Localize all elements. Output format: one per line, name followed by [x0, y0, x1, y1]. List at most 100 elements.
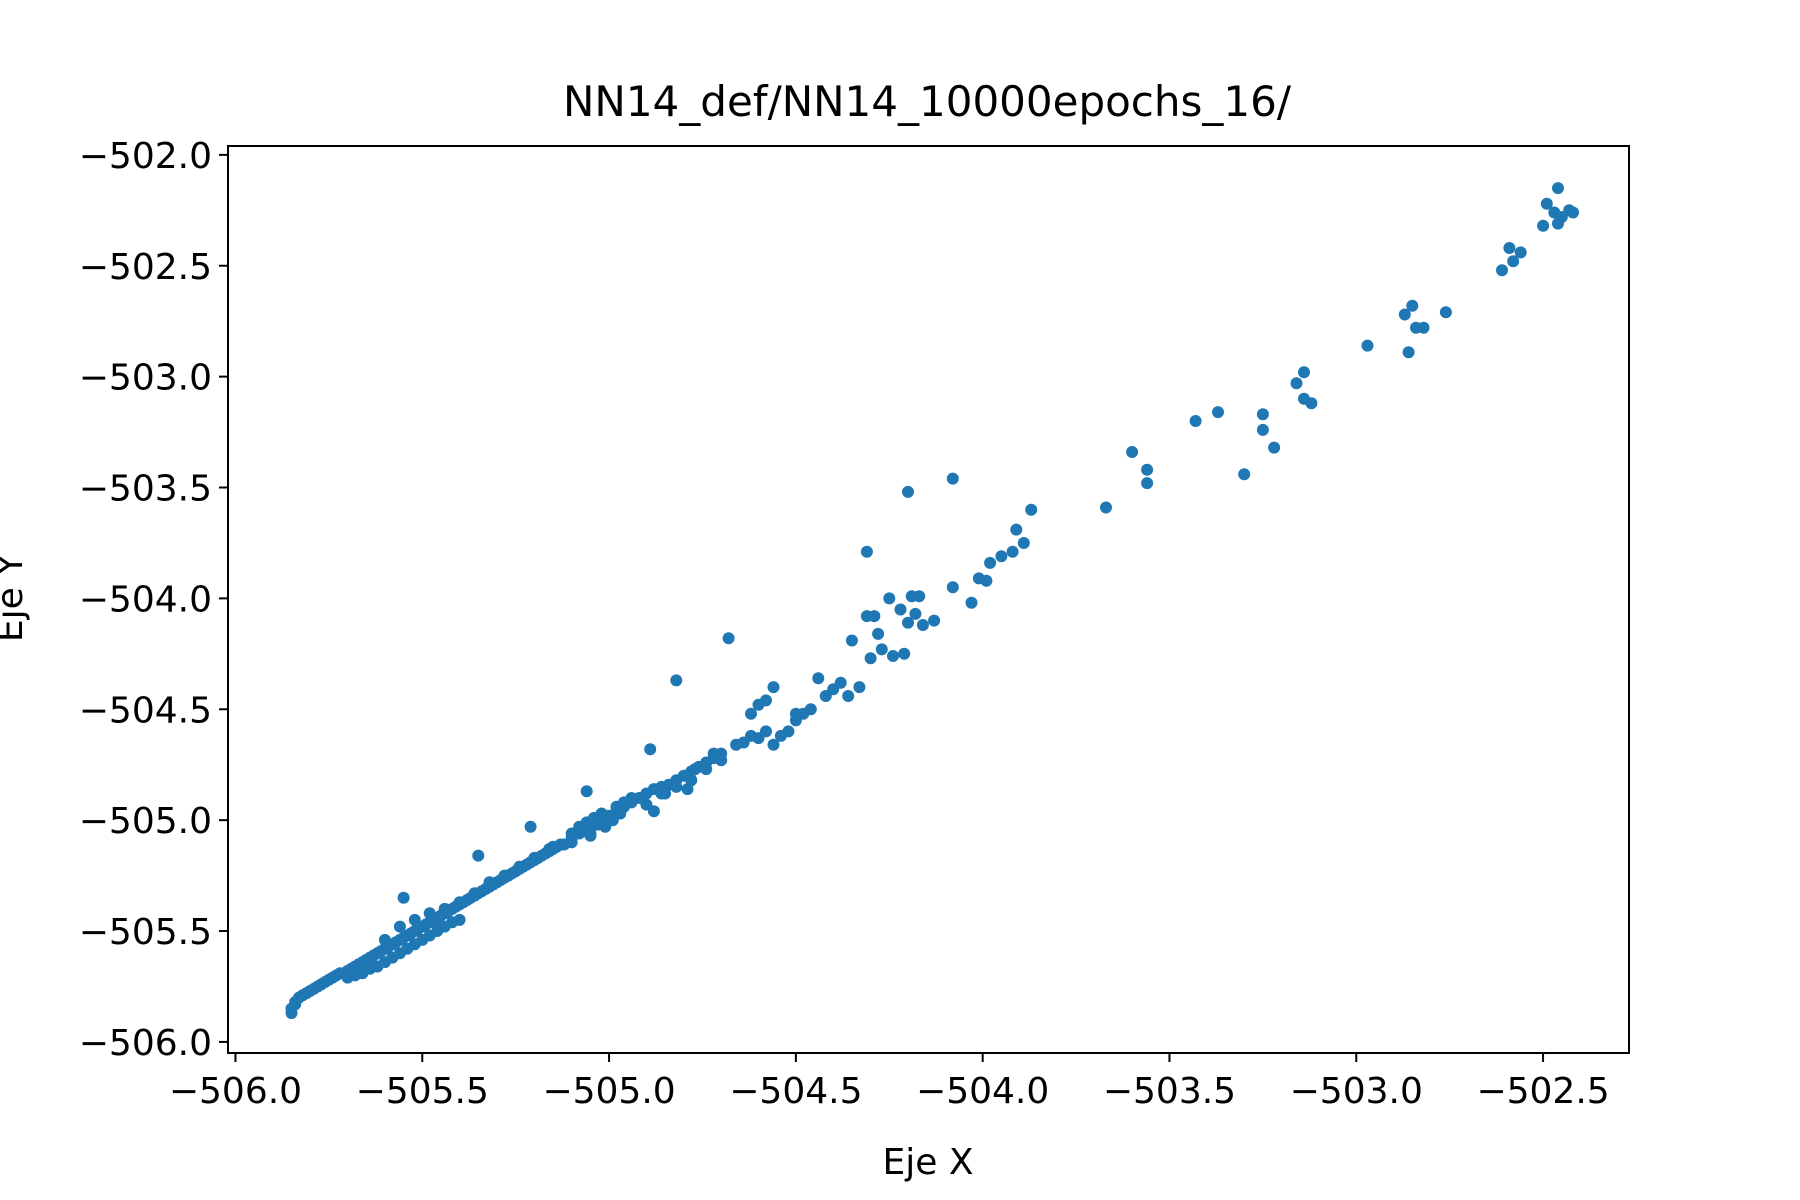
chart-title: NN14_def/NN14_10000epochs_16/ — [563, 77, 1292, 126]
data-point-0-122 — [528, 851, 541, 864]
data-point-0-224 — [1298, 366, 1310, 379]
data-point-0-199 — [913, 590, 926, 603]
y-tick-label-3: −504.5 — [79, 690, 212, 731]
data-point-0-173 — [745, 707, 757, 720]
data-point-0-195 — [887, 650, 899, 662]
data-point-0-214 — [1126, 446, 1139, 458]
data-point-0-221 — [1256, 423, 1269, 436]
data-point-0-237 — [1514, 246, 1527, 259]
data-point-0-203 — [980, 574, 993, 587]
data-point-0-185 — [864, 652, 877, 665]
data-point-0-235 — [1503, 242, 1516, 254]
data-point-0-200 — [946, 581, 959, 594]
data-point-0-133 — [625, 792, 638, 804]
data-point-0-178 — [812, 672, 825, 685]
data-point-0-222 — [1268, 441, 1281, 454]
x-tick-label-3: −504.5 — [729, 1071, 862, 1112]
data-point-0-115 — [423, 907, 436, 920]
data-point-0-116 — [438, 902, 451, 915]
data-point-0-147 — [580, 785, 593, 798]
data-point-0-194 — [872, 627, 885, 640]
data-point-0-227 — [1361, 339, 1374, 352]
data-point-0-177 — [789, 707, 802, 720]
data-point-0-245 — [1567, 206, 1579, 219]
data-point-0-111 — [453, 913, 466, 926]
x-tick-label-2: −505.0 — [542, 1071, 675, 1112]
data-point-0-228 — [1398, 308, 1411, 321]
data-point-0-161 — [707, 747, 720, 760]
data-point-0-236 — [1507, 255, 1520, 268]
data-point-0-159 — [681, 783, 694, 796]
data-point-0-184 — [853, 681, 866, 694]
data-point-0-153 — [547, 840, 559, 853]
data-point-0-113 — [393, 920, 406, 933]
x-tick-label-4: −504.0 — [916, 1071, 1049, 1112]
data-point-0-150 — [722, 632, 735, 645]
data-point-0-212 — [946, 472, 959, 485]
data-point-0-166 — [760, 725, 772, 738]
data-point-0-152 — [502, 869, 515, 882]
y-tick-label-6: −503.0 — [79, 358, 212, 399]
data-point-0-149 — [670, 674, 683, 687]
y-tick-label-7: −502.5 — [79, 247, 212, 288]
data-point-0-219 — [1238, 468, 1251, 481]
data-point-0-167 — [767, 738, 780, 751]
data-point-0-201 — [965, 596, 978, 609]
data-point-0-234 — [1496, 264, 1508, 277]
data-point-0-196 — [898, 647, 911, 660]
data-point-0-155 — [584, 827, 597, 840]
data-point-0-211 — [902, 485, 914, 498]
data-point-0-216 — [1141, 477, 1154, 490]
data-point-0-209 — [1010, 523, 1023, 536]
plot-frame — [227, 145, 1630, 1054]
data-point-0-220 — [1256, 408, 1269, 421]
data-point-0-169 — [782, 725, 795, 738]
y-tick-label-0: −506.0 — [79, 1023, 212, 1064]
data-point-0-205 — [995, 550, 1008, 563]
data-point-0-145 — [472, 849, 485, 862]
data-point-0-206 — [1006, 545, 1019, 558]
data-points — [285, 182, 1579, 1020]
data-point-0-118 — [468, 887, 481, 900]
data-point-0-119 — [483, 876, 496, 889]
data-point-0-144 — [397, 891, 410, 904]
data-point-0-197 — [860, 610, 873, 623]
data-point-0-114 — [408, 913, 421, 926]
data-point-0-140 — [670, 780, 683, 793]
data-point-0-192 — [916, 619, 929, 631]
data-point-0-189 — [894, 603, 907, 616]
data-point-0-188 — [883, 592, 896, 605]
data-point-0-239 — [1540, 197, 1553, 210]
y-tick-label-2: −505.0 — [79, 801, 212, 842]
data-point-0-233 — [1439, 306, 1452, 319]
data-point-0-172 — [804, 703, 817, 716]
data-point-0-191 — [909, 607, 922, 620]
data-point-0-217 — [1189, 415, 1202, 427]
y-tick-label-1: −505.5 — [79, 912, 212, 953]
data-point-0-154 — [565, 836, 578, 849]
x-tick-label-6: −503.0 — [1290, 1071, 1423, 1112]
data-point-0-160 — [689, 763, 701, 776]
data-point-0-232 — [1417, 321, 1430, 334]
data-point-0-223 — [1290, 377, 1303, 390]
x-tick-label-7: −502.5 — [1476, 1071, 1609, 1112]
data-point-0-142 — [700, 763, 713, 776]
y-tick-label-4: −504.0 — [79, 579, 212, 620]
y-tick-label-8: −502.0 — [79, 136, 212, 177]
data-point-0-181 — [834, 676, 847, 689]
data-point-0-193 — [928, 614, 941, 627]
data-point-0-148 — [644, 743, 657, 756]
data-point-0-112 — [378, 933, 391, 946]
y-tick-label-5: −503.5 — [79, 469, 212, 510]
data-point-0-210 — [860, 545, 873, 558]
data-point-0-213 — [1100, 501, 1112, 514]
data-point-0-226 — [1305, 397, 1318, 410]
data-point-0-158 — [659, 787, 672, 800]
x-tick-label-5: −503.5 — [1103, 1071, 1236, 1112]
data-point-0-187 — [875, 643, 888, 656]
data-point-0-204 — [984, 556, 997, 569]
data-point-0-229 — [1406, 299, 1419, 312]
data-point-0-241 — [1552, 182, 1564, 195]
